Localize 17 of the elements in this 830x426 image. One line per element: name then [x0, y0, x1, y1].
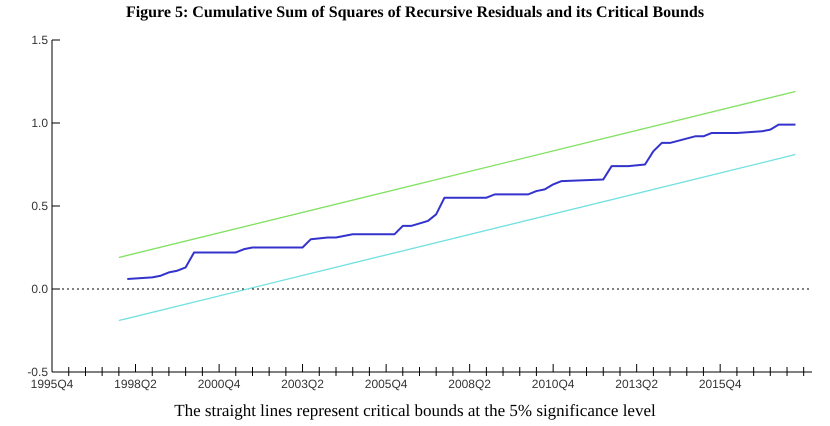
x-tick-label: 2010Q4 [532, 377, 575, 391]
x-tick-label: 2015Q4 [698, 377, 742, 391]
y-tick-label: 1.5 [31, 33, 48, 48]
x-tick-label: 1998Q2 [114, 377, 158, 391]
line-series [126, 124, 796, 280]
x-tick-label: 2003Q2 [281, 377, 324, 391]
x-tick-label: 2013Q2 [615, 377, 658, 391]
x-tick-label: 2005Q4 [364, 377, 408, 391]
x-tick-label: 2000Q4 [198, 377, 241, 391]
chart-title: Figure 5: Cumulative Sum of Squares of Recursive Residuals and its Critical Bounds [126, 4, 704, 21]
y-tick-label: 1.0 [31, 116, 48, 130]
y-tick-label: 0.0 [31, 282, 48, 296]
text: The straight lines represent critical bounds at the 5% significance level [174, 401, 656, 420]
y-tick-label: -0.5 [27, 365, 48, 380]
x-tick-label: 2008Q2 [448, 377, 492, 391]
y-tick-label: 0.5 [31, 199, 48, 214]
x-tick-label: 1995Q4 [30, 377, 74, 391]
